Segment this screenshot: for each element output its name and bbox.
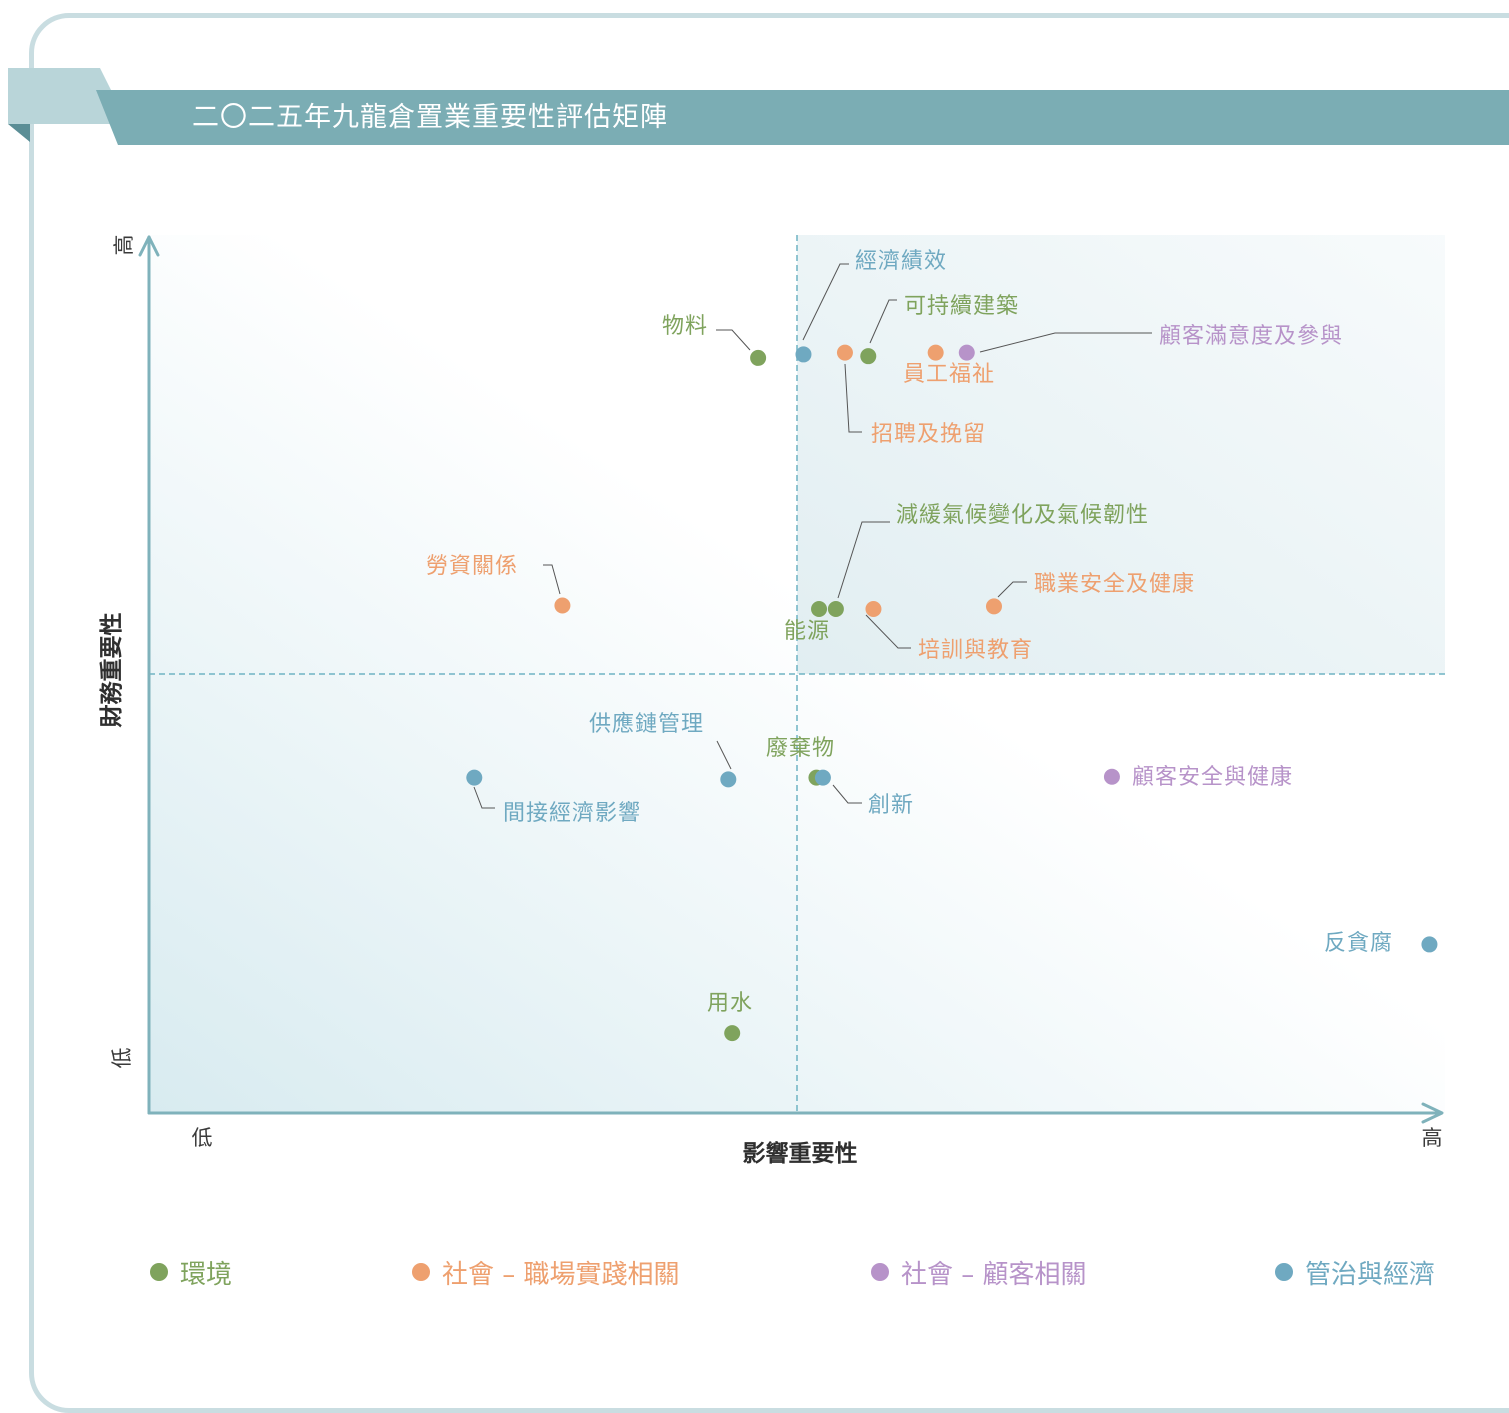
data-point-6	[827, 601, 844, 618]
data-point-1	[750, 349, 767, 366]
leader-line-6	[837, 521, 890, 599]
leader-line-10	[997, 581, 1027, 598]
data-point-4	[927, 344, 944, 361]
data-point-3	[836, 344, 853, 361]
legend-label: 社會 – 顧客相關	[901, 1259, 1087, 1290]
leader-line-3	[844, 363, 862, 433]
data-point-7	[811, 601, 828, 618]
data-point-11	[720, 771, 737, 788]
legend-dot-icon	[150, 1263, 168, 1281]
data-point-0	[795, 346, 812, 363]
leader-line-8	[543, 564, 561, 595]
high-priority-quadrant	[797, 235, 1445, 674]
data-label-7: 能源	[784, 619, 830, 644]
data-point-2	[860, 348, 877, 365]
data-label-15: 顧客安全與健康	[1132, 765, 1293, 790]
data-label-4: 員工福祉	[903, 362, 995, 387]
data-label-3: 招聘及挽留	[871, 422, 986, 447]
data-label-17: 用水	[707, 991, 753, 1016]
data-point-16	[1421, 936, 1438, 953]
legend-dot-icon	[412, 1263, 430, 1281]
leader-line-0	[802, 263, 849, 341]
data-point-8	[554, 597, 571, 614]
data-point-9	[865, 601, 882, 618]
data-label-2: 可持續建築	[904, 294, 1019, 319]
leader-line-14	[832, 784, 862, 804]
leader-line-1	[716, 329, 751, 351]
leader-line-2	[869, 299, 897, 344]
title-banner	[96, 90, 1509, 145]
data-label-11: 供應鏈管理	[589, 711, 704, 737]
legend-label: 社會 – 職場實踐相關	[442, 1259, 680, 1290]
data-label-1: 物料	[662, 314, 708, 339]
data-label-16: 反貪腐	[1324, 931, 1393, 956]
x-tick-low: 低	[192, 1126, 213, 1150]
legend-item-3: 管治與經濟	[1275, 1252, 1435, 1292]
legend-dot-icon	[871, 1263, 889, 1281]
y-tick-low: 低	[110, 1048, 134, 1069]
legend-item-0: 環境	[150, 1252, 232, 1292]
x-tick-high: 高	[1422, 1126, 1443, 1150]
data-point-5	[958, 344, 975, 361]
data-point-10	[985, 598, 1002, 615]
legend-dot-icon	[1275, 1263, 1293, 1281]
x-axis-title: 影響重要性	[743, 1140, 858, 1167]
data-label-5: 顧客滿意度及參與	[1159, 324, 1343, 349]
data-label-8: 勞資關係	[426, 554, 518, 579]
data-label-9: 培訓與教育	[918, 638, 1033, 663]
data-label-12: 間接經濟影響	[503, 801, 641, 826]
data-point-15	[1103, 768, 1120, 785]
data-label-6: 減緩氣候變化及氣候韌性	[896, 503, 1149, 528]
leader-line-12	[473, 786, 495, 809]
data-label-13: 廢棄物	[766, 736, 835, 761]
data-label-14: 創新	[868, 793, 914, 818]
data-point-12	[466, 769, 483, 786]
leader-line-9	[865, 614, 911, 649]
legend-item-2: 社會 – 顧客相關	[871, 1252, 1087, 1292]
data-label-0: 經濟績效	[855, 249, 947, 274]
legend-label: 管治與經濟	[1305, 1259, 1436, 1290]
legend-label: 環境	[180, 1259, 233, 1290]
y-axis-arrow-icon	[138, 235, 160, 257]
y-tick-high: 高	[112, 235, 136, 256]
x-axis-arrow-icon	[1421, 1102, 1444, 1124]
data-label-10: 職業安全及健康	[1034, 572, 1195, 597]
legend-item-1: 社會 – 職場實踐相關	[412, 1252, 680, 1292]
leader-line-5	[979, 332, 1152, 353]
chart-title: 二〇二五年九龍倉置業重要性評估矩陣	[192, 102, 668, 133]
y-axis-title: 財務重要性	[98, 613, 125, 728]
leader-line-11	[716, 740, 732, 770]
data-point-14	[814, 769, 831, 786]
data-point-17	[724, 1025, 741, 1042]
